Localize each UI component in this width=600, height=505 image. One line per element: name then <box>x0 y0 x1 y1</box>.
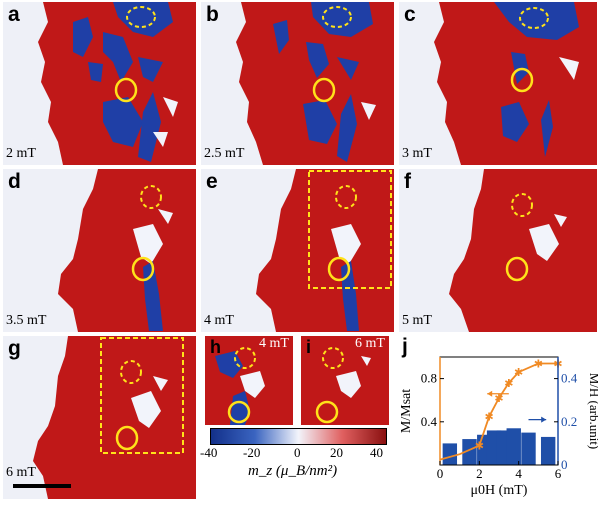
magnetization-map <box>256 169 394 332</box>
scale-bar <box>13 484 71 488</box>
x-tick-label: 0 <box>437 466 444 481</box>
panel-label: i <box>306 337 312 357</box>
panel-label: a <box>8 3 20 26</box>
zoom-box <box>308 170 392 289</box>
panel-c: c 3 mT <box>399 2 597 165</box>
chart-point: ✱ <box>504 377 513 390</box>
panel-label: b <box>206 3 219 26</box>
zoom-box <box>100 337 184 454</box>
field-label: 5 mT <box>402 313 432 328</box>
magnetization-map <box>58 169 196 332</box>
x-axis-label: μ0H (mT) <box>471 483 528 498</box>
magnetization-map <box>434 2 597 165</box>
panel-label: f <box>404 170 411 193</box>
field-label: 2 mT <box>6 146 36 161</box>
chart-bar <box>540 436 556 465</box>
magnetization-map <box>38 2 196 165</box>
panel-label: d <box>8 170 21 193</box>
magnetization-map <box>13 336 196 499</box>
colorbar-tick: 20 <box>330 445 343 460</box>
chart-bar <box>521 432 536 465</box>
panel-d: d 3.5 mT <box>3 169 196 332</box>
chart-point: ✱ <box>485 410 494 423</box>
field-label: 4 mT <box>204 313 234 328</box>
panel-label: h <box>210 337 221 357</box>
chart-bar <box>442 443 458 465</box>
chart-line <box>439 362 558 461</box>
y-right-axis-label: M/H (arb.unit) <box>587 373 598 450</box>
chart-point: ✱ <box>475 440 484 453</box>
panel-label: g <box>8 337 21 360</box>
magnetization-map <box>449 169 597 332</box>
panel-e: e 4 mT <box>201 169 394 332</box>
panel-a: a 2 mT <box>3 2 196 165</box>
panel-g: g 6 mT <box>3 336 196 499</box>
chart-point: ✱ <box>534 357 543 370</box>
chart-point: ✱ <box>494 392 503 405</box>
magnetization-map <box>236 2 394 165</box>
colorbar-tick: -40 <box>200 445 218 460</box>
field-label: 3.5 mT <box>6 313 47 328</box>
colorbar-tick: 0 <box>294 445 301 460</box>
field-label: 6 mT <box>355 336 385 351</box>
y-right-tick-label: 0.2 <box>561 414 577 429</box>
panel-label: c <box>404 3 416 26</box>
panel-b: b 2.5 mT <box>201 2 394 165</box>
panel-h: h 4 mT <box>205 336 293 425</box>
field-label: 4 mT <box>259 336 289 351</box>
right-series-arrowhead <box>541 416 547 423</box>
y-left-tick-label: 0.8 <box>421 371 437 386</box>
y-right-tick-label: 0 <box>561 457 568 472</box>
magnetization-map <box>205 336 293 425</box>
chart-bar <box>506 428 521 465</box>
x-tick-label: 6 <box>555 466 562 481</box>
panel-i: i 6 mT <box>301 336 389 425</box>
chart-point: ✱ <box>514 366 523 379</box>
field-label: 3 mT <box>402 146 432 161</box>
colorbar-tick: 40 <box>370 445 383 460</box>
y-left-tick-label: 0.4 <box>421 414 438 429</box>
chart-bar <box>462 439 477 465</box>
colorbar-label: m_z (μ_B/nm²) <box>248 463 338 479</box>
panel-label: j <box>402 335 408 358</box>
left-series-arrowhead <box>487 390 493 397</box>
field-label: 2.5 mT <box>204 146 245 161</box>
field-label: 6 mT <box>6 465 36 480</box>
colorbar-tick: -20 <box>243 445 261 460</box>
colorbar <box>210 428 387 445</box>
y-right-tick-label: 0.4 <box>561 371 578 386</box>
x-tick-label: 4 <box>515 466 522 481</box>
panel-label: e <box>206 170 218 193</box>
magnetization-map <box>301 336 389 425</box>
y-left-axis-label: M/Msat <box>399 389 414 433</box>
panel-f: f 5 mT <box>399 169 597 332</box>
x-tick-label: 2 <box>476 466 483 481</box>
